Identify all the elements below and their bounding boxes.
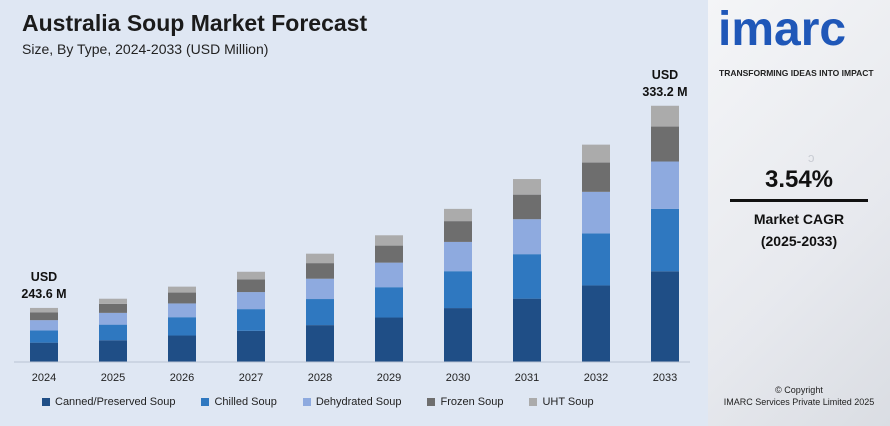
bar-segment-dehydrated-soup-2029 xyxy=(375,262,403,288)
legend-label: Dehydrated Soup xyxy=(315,396,402,408)
legend-label: UHT Soup xyxy=(542,396,594,408)
bar-segment-canned-preserved-soup-2030 xyxy=(444,308,472,362)
bar-segment-frozen-soup-2030 xyxy=(444,221,472,242)
bar-segment-frozen-soup-2029 xyxy=(375,245,403,263)
legend-entry-uht-soup: UHT Soup xyxy=(529,396,594,408)
bar-segment-canned-preserved-soup-2027 xyxy=(237,330,265,362)
legend-swatch xyxy=(302,398,311,406)
bar-segment-chilled-soup-2024 xyxy=(30,330,58,343)
bar-segment-canned-preserved-soup-2024 xyxy=(30,342,58,362)
cagr-period: (2025-2033) xyxy=(760,233,838,249)
chart-title: Australia Soup Market Forecast xyxy=(22,10,368,36)
legend-label: Canned/Preserved Soup xyxy=(55,396,176,408)
bar-segment-chilled-soup-2029 xyxy=(375,287,403,318)
legend-swatch xyxy=(529,398,538,406)
bar-segment-uht-soup-2028 xyxy=(306,253,334,264)
bar-segment-frozen-soup-2033 xyxy=(651,126,679,162)
legend-label: Frozen Soup xyxy=(440,396,504,408)
bar-segment-dehydrated-soup-2031 xyxy=(513,219,541,255)
legend-label: Chilled Soup xyxy=(214,396,277,408)
legend-entry-frozen-soup: Frozen Soup xyxy=(427,396,503,408)
background-decoration: ↄ xyxy=(808,150,815,165)
legend-entry-canned-preserved-soup: Canned/Preserved Soup xyxy=(42,396,175,408)
annotation-label-2024-currency: USD xyxy=(31,270,57,284)
legend-entry-chilled-soup: Chilled Soup xyxy=(201,396,277,408)
bar-segment-chilled-soup-2030 xyxy=(444,271,472,309)
copyright-line-2: IMARC Services Private Limited 2025 xyxy=(723,397,875,407)
x-tick-label-2025: 2025 xyxy=(101,372,125,384)
cagr-label: Market CAGR xyxy=(753,211,845,227)
x-tick-label-2030: 2030 xyxy=(446,372,470,384)
annotation-label-2033-currency: USD xyxy=(652,68,678,82)
legend-swatch xyxy=(201,398,210,406)
x-tick-label-2031: 2031 xyxy=(515,372,539,384)
x-tick-label-2029: 2029 xyxy=(377,372,401,384)
bar-segment-canned-preserved-soup-2029 xyxy=(375,317,403,362)
bar-segment-uht-soup-2033 xyxy=(651,105,679,127)
legend-entry-dehydrated-soup: Dehydrated Soup xyxy=(302,396,402,408)
x-tick-label-2032: 2032 xyxy=(584,372,608,384)
x-tick-label-2028: 2028 xyxy=(308,372,332,384)
annotation-label-2024-value: 243.6 M xyxy=(21,287,66,301)
stacked-bar-chart: 2024 2025 2026 2027 2028 2029 2030 2031 2032 2033… xyxy=(14,68,690,384)
bar-segment-dehydrated-soup-2032 xyxy=(582,191,610,234)
side-panel: ↄ imarc TRANSFORMING IDEAS INTO IMPACT 3… xyxy=(708,0,890,426)
bar-segment-canned-preserved-soup-2026 xyxy=(168,335,196,362)
bar-segment-dehydrated-soup-2024 xyxy=(30,320,58,331)
legend-swatch xyxy=(42,398,50,406)
bar-segment-canned-preserved-soup-2025 xyxy=(99,340,127,362)
bar-segment-frozen-soup-2025 xyxy=(99,303,127,313)
bar-segment-uht-soup-2026 xyxy=(168,286,196,293)
cagr-value: 3.54% xyxy=(764,166,834,193)
bar-segment-canned-preserved-soup-2033 xyxy=(651,271,679,362)
imarc-logo: imarc xyxy=(718,3,847,56)
bar-segment-chilled-soup-2028 xyxy=(306,299,334,326)
x-tick-label-2027: 2027 xyxy=(239,372,263,384)
chart-subtitle: Size, By Type, 2024-2033 (USD Million) xyxy=(22,41,269,57)
bar-segment-dehydrated-soup-2025 xyxy=(99,312,127,325)
bar-segment-chilled-soup-2031 xyxy=(513,254,541,299)
x-tick-label-2033: 2033 xyxy=(653,372,677,384)
bar-segment-uht-soup-2027 xyxy=(237,271,265,280)
bar-segment-dehydrated-soup-2028 xyxy=(306,278,334,300)
bar-segment-frozen-soup-2024 xyxy=(30,312,58,321)
bar-segment-chilled-soup-2033 xyxy=(651,208,679,272)
bar-segment-frozen-soup-2026 xyxy=(168,292,196,304)
bar-segment-chilled-soup-2025 xyxy=(99,324,127,341)
x-tick-label-2024: 2024 xyxy=(32,372,56,384)
chart-panel: Australia Soup Market Forecast Size, By … xyxy=(0,0,708,426)
bar-segment-dehydrated-soup-2026 xyxy=(168,303,196,318)
cagr-divider xyxy=(730,199,868,202)
bar-segment-canned-preserved-soup-2031 xyxy=(513,298,541,362)
brand-tagline: TRANSFORMING IDEAS INTO IMPACT xyxy=(719,68,874,78)
bar-segment-dehydrated-soup-2030 xyxy=(444,241,472,272)
legend-swatch xyxy=(427,398,436,406)
bar-segment-dehydrated-soup-2033 xyxy=(651,161,679,209)
bar-segment-frozen-soup-2031 xyxy=(513,194,541,220)
x-tick-label-2026: 2026 xyxy=(170,372,194,384)
bar-segment-uht-soup-2030 xyxy=(444,208,472,222)
bar-segment-chilled-soup-2027 xyxy=(237,309,265,331)
bar-segment-dehydrated-soup-2027 xyxy=(237,292,265,310)
bar-segment-uht-soup-2024 xyxy=(30,307,58,313)
bar-segment-frozen-soup-2028 xyxy=(306,263,334,279)
bar-segment-chilled-soup-2026 xyxy=(168,317,196,336)
bar-segment-uht-soup-2029 xyxy=(375,235,403,246)
annotation-label-2033-value: 333.2 M xyxy=(642,85,687,99)
bar-segment-frozen-soup-2027 xyxy=(237,279,265,293)
bar-segment-uht-soup-2031 xyxy=(513,179,541,195)
bar-segment-uht-soup-2025 xyxy=(99,298,127,304)
bar-segment-canned-preserved-soup-2028 xyxy=(306,325,334,362)
bar-segment-canned-preserved-soup-2032 xyxy=(582,285,610,362)
chart-legend: Canned/Preserved Soup Chilled Soup Dehydra… xyxy=(42,396,620,408)
bar-segment-frozen-soup-2032 xyxy=(582,162,610,192)
bar-segment-uht-soup-2032 xyxy=(582,144,610,163)
copyright-line-1: © Copyright xyxy=(775,385,823,395)
bar-segment-chilled-soup-2032 xyxy=(582,233,610,286)
